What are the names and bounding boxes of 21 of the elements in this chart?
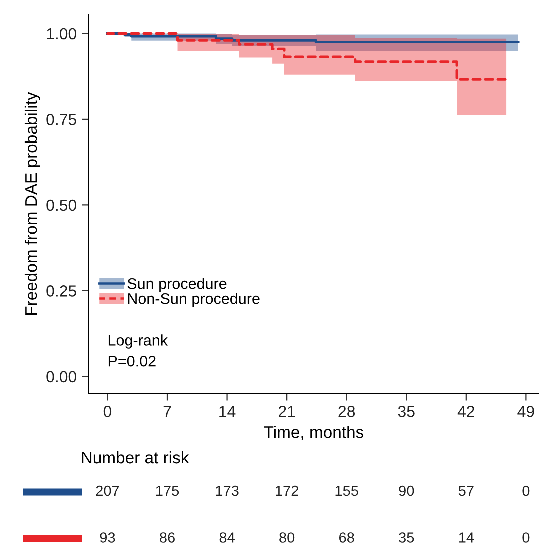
text: 93 86 84 80 68 35 14 0 xyxy=(100,532,530,543)
text: Number at risk xyxy=(82,451,190,464)
x-tick-label: 42 xyxy=(458,406,474,418)
annotation: Log-rank P=0.02 xyxy=(108,334,168,367)
y-axis-title: Freedom from DAE probability xyxy=(24,92,40,316)
y-tick-label: 0.25 xyxy=(46,286,76,297)
x-tick-label: 28 xyxy=(338,406,356,418)
legend-label: Sun procedure xyxy=(128,278,227,292)
x-tick-label: 35 xyxy=(398,406,415,418)
y-tick-label: 0.00 xyxy=(46,371,77,383)
x-tick-label: 21 xyxy=(278,406,296,418)
y-tick-label: 0.75 xyxy=(46,114,76,126)
x-tick-label: 0 xyxy=(104,406,112,418)
x-tick-label: 7 xyxy=(164,406,172,418)
legend-label: Non-Sun procedure xyxy=(128,293,260,308)
x-tick-label: 14 xyxy=(220,406,236,418)
y-tick-label: 1.00 xyxy=(47,28,77,40)
x-tick-label: 49 xyxy=(518,406,534,418)
text: 207 175 173 172 155 90 57 0 xyxy=(96,486,530,496)
x-axis-title: Time, months xyxy=(264,426,364,440)
y-tick-label: 0.50 xyxy=(46,200,77,212)
